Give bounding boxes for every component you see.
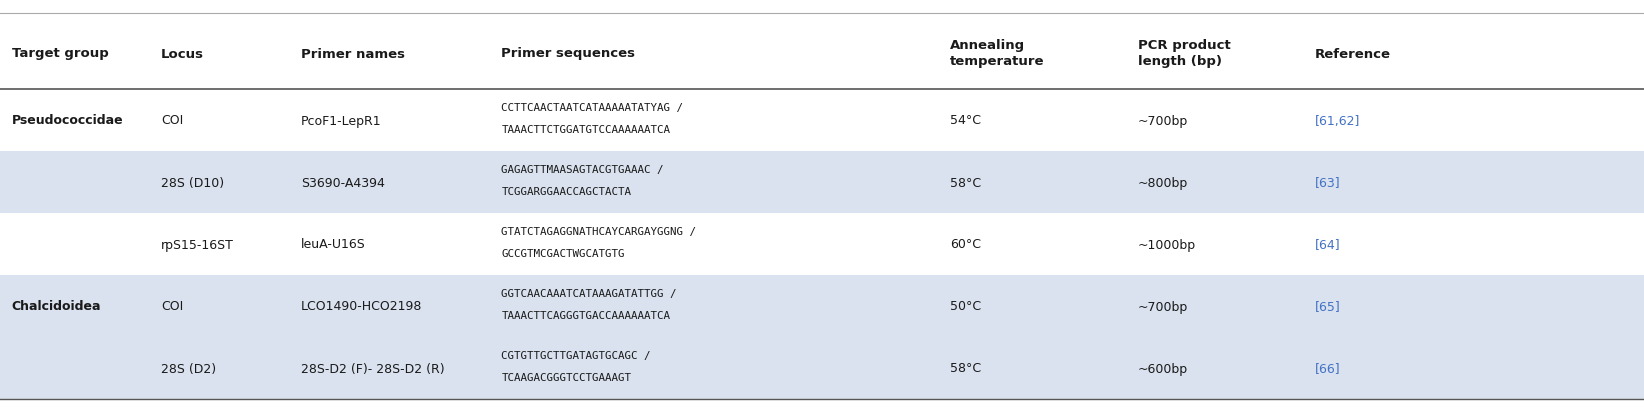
Text: 28S-D2 (F)- 28S-D2 (R): 28S-D2 (F)- 28S-D2 (R) — [301, 362, 444, 375]
Text: [65]: [65] — [1315, 300, 1342, 313]
Text: TCGGARGGAACCAGCTACTA: TCGGARGGAACCAGCTACTA — [501, 187, 631, 197]
Text: ~800bp: ~800bp — [1138, 176, 1189, 189]
Text: S3690-A4394: S3690-A4394 — [301, 176, 385, 189]
Text: leuA-U16S: leuA-U16S — [301, 238, 365, 251]
Text: Chalcidoidea: Chalcidoidea — [12, 300, 100, 313]
Text: 28S (D10): 28S (D10) — [161, 176, 224, 189]
Text: CCTTCAACTAATCATAAAAATATYAG /: CCTTCAACTAATCATAAAAATATYAG / — [501, 103, 684, 113]
Text: 58°C: 58°C — [950, 176, 981, 189]
Text: 60°C: 60°C — [950, 238, 981, 251]
Text: Reference: Reference — [1315, 47, 1391, 60]
Text: TAAACTTCAGGGTGACCAAAAAATCA: TAAACTTCAGGGTGACCAAAAAATCA — [501, 310, 671, 320]
Text: TAAACTTCTGGATGTCCAAAAAATCA: TAAACTTCTGGATGTCCAAAAAATCA — [501, 125, 671, 135]
Text: ~700bp: ~700bp — [1138, 300, 1189, 313]
Text: GTATCTAGAGGNATHCAYCARGAYGGNG /: GTATCTAGAGGNATHCAYCARGAYGGNG / — [501, 226, 697, 236]
Text: TCAAGACGGGTCCTGAAAGT: TCAAGACGGGTCCTGAAAGT — [501, 372, 631, 382]
Text: ~1000bp: ~1000bp — [1138, 238, 1195, 251]
Text: [66]: [66] — [1315, 362, 1342, 375]
Text: PcoF1-LepR1: PcoF1-LepR1 — [301, 114, 381, 127]
Text: 54°C: 54°C — [950, 114, 981, 127]
Text: Pseudococcidae: Pseudococcidae — [12, 114, 123, 127]
Text: PCR product
length (bp): PCR product length (bp) — [1138, 39, 1230, 68]
Bar — [0, 214, 1644, 275]
Text: [63]: [63] — [1315, 176, 1342, 189]
Text: Primer names: Primer names — [301, 47, 404, 60]
Text: COI: COI — [161, 300, 184, 313]
Text: Primer sequences: Primer sequences — [501, 47, 636, 60]
Text: [61,62]: [61,62] — [1315, 114, 1361, 127]
Bar — [0, 152, 1644, 214]
Text: COI: COI — [161, 114, 184, 127]
Text: 28S (D2): 28S (D2) — [161, 362, 217, 375]
Bar — [0, 18, 1644, 90]
Bar — [0, 275, 1644, 337]
Text: 50°C: 50°C — [950, 300, 981, 313]
Text: CGTGTTGCTTGATAGTGCAGC /: CGTGTTGCTTGATAGTGCAGC / — [501, 350, 651, 360]
Text: GCCGTMCGACTWGCATGTG: GCCGTMCGACTWGCATGTG — [501, 248, 625, 259]
Text: rpS15-16ST: rpS15-16ST — [161, 238, 233, 251]
Text: Locus: Locus — [161, 47, 204, 60]
Text: ~700bp: ~700bp — [1138, 114, 1189, 127]
Text: GGTCAACAAATCATAAAGATATTGG /: GGTCAACAAATCATAAAGATATTGG / — [501, 288, 677, 298]
Text: Target group: Target group — [12, 47, 109, 60]
Text: [64]: [64] — [1315, 238, 1342, 251]
Text: 58°C: 58°C — [950, 362, 981, 375]
Text: LCO1490-HCO2198: LCO1490-HCO2198 — [301, 300, 423, 313]
Bar — [0, 90, 1644, 152]
Bar — [0, 337, 1644, 399]
Text: GAGAGTTMAASAGTACGTGAAAC /: GAGAGTTMAASAGTACGTGAAAC / — [501, 165, 664, 175]
Text: ~600bp: ~600bp — [1138, 362, 1187, 375]
Text: Annealing
temperature: Annealing temperature — [950, 39, 1044, 68]
